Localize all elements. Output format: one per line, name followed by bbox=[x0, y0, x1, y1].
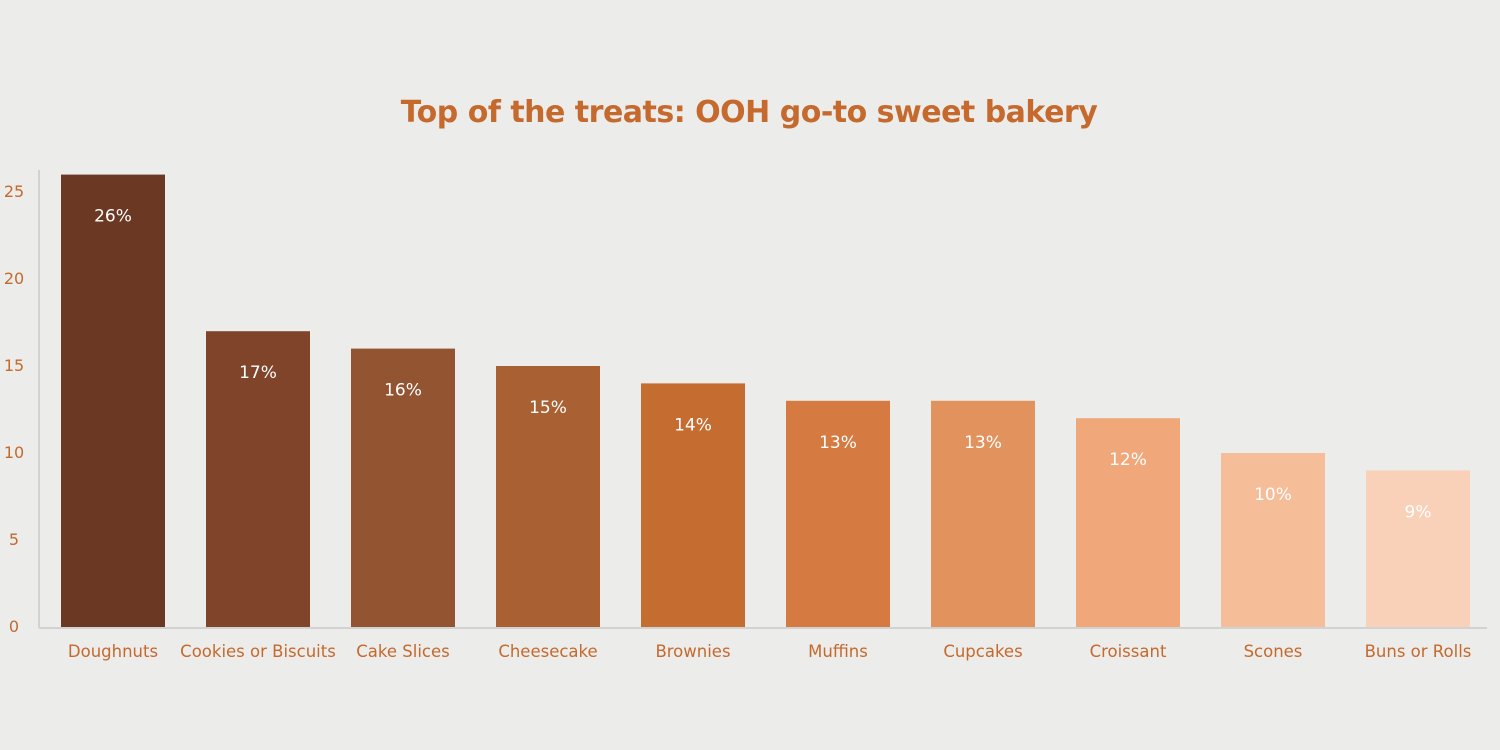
bar bbox=[61, 174, 165, 627]
category-labels-group: Doughnuts Cookies or Biscuits Cake Slices C… bbox=[68, 642, 1471, 661]
bars-group bbox=[61, 174, 1470, 627]
bar-value-label: 26% bbox=[94, 207, 132, 227]
y-tick-label: 25 bbox=[4, 182, 24, 201]
bar bbox=[1366, 470, 1470, 627]
bar bbox=[786, 400, 890, 627]
bar-value-label: 16% bbox=[384, 381, 422, 401]
x-category-label: Scones bbox=[1244, 642, 1303, 661]
bar bbox=[351, 348, 455, 627]
bar-value-label: 12% bbox=[1109, 450, 1147, 470]
y-tick-label: 10 bbox=[4, 443, 24, 462]
bar-value-label: 14% bbox=[674, 415, 712, 435]
bar-value-label: 15% bbox=[529, 398, 567, 418]
y-tick-label: 0 bbox=[9, 617, 19, 636]
bar bbox=[1221, 453, 1325, 627]
x-category-label: Brownies bbox=[655, 642, 730, 661]
y-axis-ticks: 0 5 10 15 20 25 bbox=[4, 182, 24, 636]
bar bbox=[931, 400, 1035, 627]
y-tick-label: 20 bbox=[4, 269, 24, 288]
bar-value-label: 13% bbox=[819, 433, 857, 453]
bar bbox=[206, 331, 310, 627]
chart-title: Top of the treats: OOH go-to sweet baker… bbox=[401, 95, 1099, 130]
bar bbox=[641, 383, 745, 627]
bar-value-label: 9% bbox=[1405, 502, 1432, 522]
x-category-label: Cheesecake bbox=[498, 642, 597, 661]
y-tick-label: 15 bbox=[4, 356, 24, 375]
bar-value-label: 10% bbox=[1254, 485, 1292, 505]
bar-value-label: 17% bbox=[239, 363, 277, 383]
y-tick-label: 5 bbox=[9, 530, 19, 549]
x-category-label: Doughnuts bbox=[68, 642, 158, 661]
x-category-label: Buns or Rolls bbox=[1365, 642, 1472, 661]
x-category-label: Cookies or Biscuits bbox=[180, 642, 336, 661]
value-labels-group: 26% 17% 16% 15% 14% 13% 13% 12% 10% 9% bbox=[94, 207, 1431, 523]
x-category-label: Cake Slices bbox=[356, 642, 449, 661]
bar-value-label: 13% bbox=[964, 433, 1002, 453]
bar bbox=[496, 366, 600, 627]
x-category-label: Cupcakes bbox=[943, 642, 1022, 661]
bar bbox=[1076, 418, 1180, 627]
x-category-label: Croissant bbox=[1090, 642, 1167, 661]
x-category-label: Muffins bbox=[808, 642, 868, 661]
